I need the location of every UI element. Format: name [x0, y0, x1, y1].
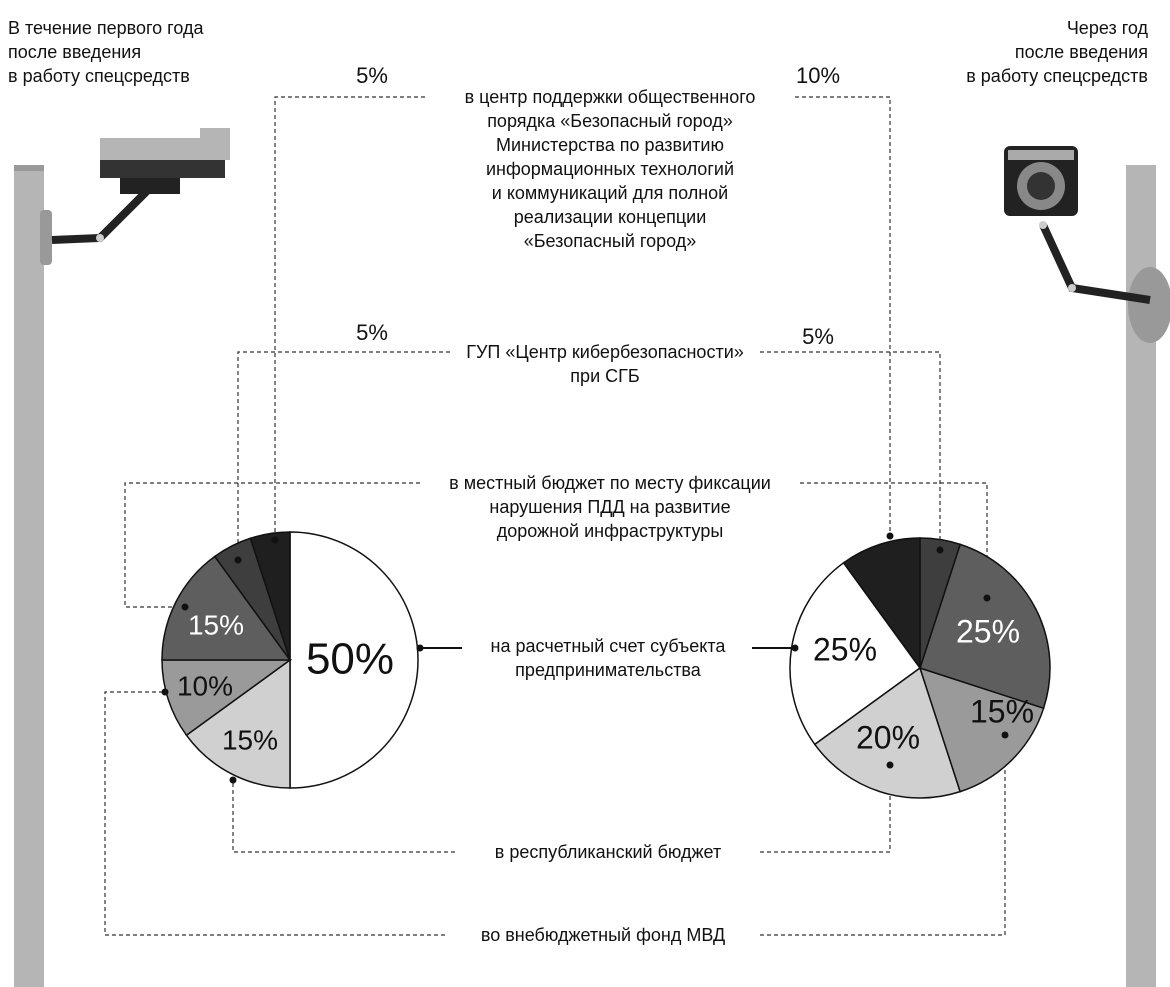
dot	[161, 688, 169, 696]
leader	[760, 765, 891, 853]
series-title: В течение первого года после введения в …	[8, 18, 204, 86]
pie-slice	[161, 659, 293, 737]
value-label: 15%	[222, 724, 278, 755]
dot	[936, 546, 944, 554]
camera-body	[100, 128, 230, 162]
dot	[983, 594, 991, 602]
category-label: в республиканский бюджет	[488, 840, 728, 864]
category-label: ГУП «Центр кибербезопасности» при СГБ	[460, 340, 750, 388]
pie-slice	[185, 658, 291, 789]
camera-visor	[1008, 150, 1074, 160]
pole	[14, 165, 44, 987]
value-label: 25%	[813, 631, 877, 667]
pie-slice	[289, 531, 419, 789]
value-label: 15%	[970, 693, 1034, 729]
dot	[181, 603, 189, 611]
dot	[886, 761, 894, 769]
leader	[274, 96, 425, 540]
value-label: 25%	[956, 613, 1020, 649]
pies: 50% 15% 10% 15% 5% 5% 25% 20% 15% 25% 5% 10%	[161, 63, 1051, 799]
leader	[760, 351, 941, 550]
leader	[237, 351, 450, 560]
pie-slice	[842, 537, 921, 671]
category-label: в местный бюджет по месту фиксации наруш…	[443, 471, 777, 543]
value-label: 5%	[356, 63, 388, 88]
leader	[124, 482, 420, 608]
leaders	[104, 96, 1006, 936]
leader-dots	[161, 532, 1009, 784]
pie-slice	[813, 666, 962, 799]
value-label: 15%	[188, 609, 244, 640]
leader	[232, 780, 455, 853]
value-label: 5%	[356, 320, 388, 345]
value-label: 5%	[802, 324, 834, 349]
value-label: 20%	[856, 719, 920, 755]
camera-mount	[40, 210, 52, 265]
leader	[795, 96, 891, 536]
leader	[104, 691, 445, 936]
leader	[760, 735, 1006, 936]
pole-cap	[14, 165, 44, 171]
decor	[14, 128, 1170, 987]
camera-arm	[51, 185, 153, 244]
joint	[1039, 221, 1047, 229]
dot	[416, 644, 424, 652]
value-label: 10%	[177, 670, 233, 701]
series-title: Через год после введения в работу спецср…	[966, 18, 1148, 86]
pie-slice	[919, 543, 1051, 710]
dot	[791, 644, 799, 652]
dot	[886, 532, 894, 540]
category-label: на расчетный счет субъекта предпринимате…	[484, 634, 732, 682]
joint	[96, 234, 104, 242]
dot	[1001, 731, 1009, 739]
pie-slice	[161, 555, 292, 661]
dot	[229, 776, 237, 784]
value-label: 50%	[306, 635, 394, 684]
category-label: в центр поддержки общественного порядка …	[458, 85, 762, 253]
category-label: во внебюджетный фонд МВД	[474, 923, 732, 947]
pie-slice	[249, 531, 291, 661]
camera-base	[100, 160, 225, 178]
camera-mount	[1128, 267, 1170, 343]
joint	[1068, 284, 1076, 292]
camera-lens-inner	[1027, 172, 1055, 200]
dot	[234, 556, 242, 564]
dot	[271, 536, 279, 544]
value-label: 10%	[796, 63, 840, 88]
